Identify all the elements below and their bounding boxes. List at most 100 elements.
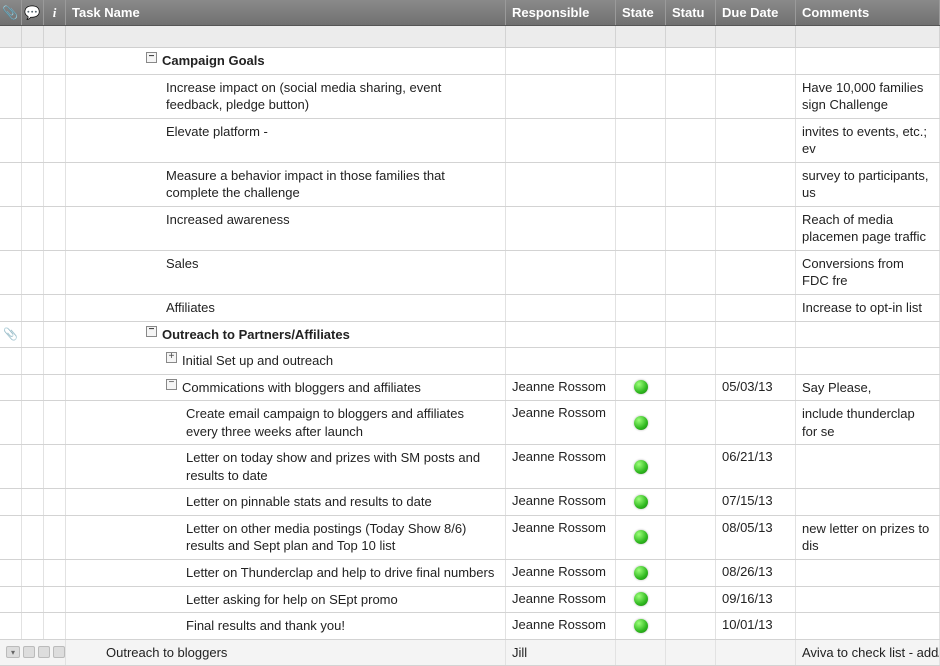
last-row-task[interactable]: Outreach to bloggers <box>66 640 506 666</box>
row-comments-cell[interactable] <box>796 587 940 613</box>
col-info-icon[interactable]: i <box>44 0 66 25</box>
row-state-cell[interactable] <box>616 348 666 374</box>
row-statu-cell[interactable] <box>666 516 716 559</box>
col-comment-icon[interactable]: 💬 <box>22 0 44 25</box>
row-task-cell[interactable]: −Campaign Goals <box>66 48 506 74</box>
row-comments-cell[interactable] <box>796 322 940 348</box>
table-row[interactable]: 📎−Outreach to Partners/Affiliates <box>0 322 940 349</box>
row-statu-cell[interactable] <box>666 48 716 74</box>
row-due-cell[interactable] <box>716 348 796 374</box>
row-comments-cell[interactable] <box>796 445 940 488</box>
row-statu-cell[interactable] <box>666 75 716 118</box>
row-responsible-cell[interactable]: Jeanne Rossom <box>506 587 616 613</box>
table-row[interactable]: Measure a behavior impact in those famil… <box>0 163 940 207</box>
table-row[interactable]: Increase impact on (social media sharing… <box>0 75 940 119</box>
col-attachment-icon[interactable]: 📎 <box>0 0 22 25</box>
row-state-cell[interactable] <box>616 587 666 613</box>
row-due-cell[interactable] <box>716 251 796 294</box>
filter-statu[interactable] <box>666 26 716 47</box>
col-statu[interactable]: Statu <box>666 0 716 25</box>
filter-responsible[interactable] <box>506 26 616 47</box>
row-due-cell[interactable] <box>716 119 796 162</box>
row-due-cell[interactable] <box>716 48 796 74</box>
row-statu-cell[interactable] <box>666 119 716 162</box>
row-responsible-cell[interactable]: Jeanne Rossom <box>506 560 616 586</box>
col-state[interactable]: State <box>616 0 666 25</box>
filter-attach[interactable] <box>0 26 22 47</box>
row-task-cell[interactable]: Letter on pinnable stats and results to … <box>66 489 506 515</box>
row-state-cell[interactable] <box>616 322 666 348</box>
row-state-cell[interactable] <box>616 119 666 162</box>
row-comments-cell[interactable]: Say Please, <box>796 375 940 401</box>
filter-comment[interactable] <box>22 26 44 47</box>
row-responsible-cell[interactable] <box>506 163 616 206</box>
row-state-cell[interactable] <box>616 489 666 515</box>
row-statu-cell[interactable] <box>666 207 716 250</box>
row-comments-cell[interactable] <box>796 560 940 586</box>
row-task-cell[interactable]: −Outreach to Partners/Affiliates <box>66 322 506 348</box>
row-responsible-cell[interactable] <box>506 295 616 321</box>
row-task-cell[interactable]: Increased awareness <box>66 207 506 250</box>
row-due-cell[interactable]: 10/01/13 <box>716 613 796 639</box>
table-row[interactable]: +Initial Set up and outreach <box>0 348 940 375</box>
row-responsible-cell[interactable]: Jeanne Rossom <box>506 489 616 515</box>
row-statu-cell[interactable] <box>666 587 716 613</box>
row-statu-cell[interactable] <box>666 163 716 206</box>
table-row[interactable]: Letter asking for help on SEpt promoJean… <box>0 587 940 614</box>
row-comments-cell[interactable]: Increase to opt-in list <box>796 295 940 321</box>
row-responsible-cell[interactable] <box>506 348 616 374</box>
row-comments-cell[interactable] <box>796 489 940 515</box>
table-row[interactable]: Create email campaign to bloggers and af… <box>0 401 940 445</box>
row-task-cell[interactable]: Letter asking for help on SEpt promo <box>66 587 506 613</box>
row-state-cell[interactable] <box>616 613 666 639</box>
filter-state[interactable] <box>616 26 666 47</box>
row-responsible-cell[interactable]: Jeanne Rossom <box>506 516 616 559</box>
row-responsible-cell[interactable]: Jeanne Rossom <box>506 445 616 488</box>
last-row-controls[interactable]: ▾ <box>0 640 66 666</box>
row-task-cell[interactable]: Elevate platform - <box>66 119 506 162</box>
row-statu-cell[interactable] <box>666 251 716 294</box>
row-state-cell[interactable] <box>616 375 666 401</box>
row-comments-cell[interactable]: invites to events, etc.; ev <box>796 119 940 162</box>
row-state-cell[interactable] <box>616 207 666 250</box>
expand-icon[interactable]: + <box>166 352 177 363</box>
row-state-cell[interactable] <box>616 560 666 586</box>
filter-due[interactable] <box>716 26 796 47</box>
row-comments-cell[interactable]: Have 10,000 families sign Challenge <box>796 75 940 118</box>
row-statu-cell[interactable] <box>666 560 716 586</box>
row-task-cell[interactable]: +Initial Set up and outreach <box>66 348 506 374</box>
row-comments-cell[interactable] <box>796 348 940 374</box>
table-row[interactable]: AffiliatesIncrease to opt-in list <box>0 295 940 322</box>
row-state-cell[interactable] <box>616 445 666 488</box>
row-task-cell[interactable]: Letter on today show and prizes with SM … <box>66 445 506 488</box>
row-statu-cell[interactable] <box>666 613 716 639</box>
row-task-cell[interactable]: Sales <box>66 251 506 294</box>
row-statu-cell[interactable] <box>666 295 716 321</box>
row-due-cell[interactable] <box>716 207 796 250</box>
row-task-cell[interactable]: Letter on Thunderclap and help to drive … <box>66 560 506 586</box>
filter-info[interactable] <box>44 26 66 47</box>
row-comments-cell[interactable]: include thunderclap for se <box>796 401 940 444</box>
row-task-cell[interactable]: Measure a behavior impact in those famil… <box>66 163 506 206</box>
row-due-cell[interactable] <box>716 295 796 321</box>
row-comments-cell[interactable]: Conversions from FDC fre <box>796 251 940 294</box>
table-row[interactable]: Final results and thank you!Jeanne Rosso… <box>0 613 940 640</box>
row-due-cell[interactable] <box>716 75 796 118</box>
row-due-cell[interactable] <box>716 322 796 348</box>
row-statu-cell[interactable] <box>666 348 716 374</box>
row-comments-cell[interactable]: survey to participants, us <box>796 163 940 206</box>
table-row[interactable]: Increased awarenessReach of media placem… <box>0 207 940 251</box>
row-responsible-cell[interactable] <box>506 322 616 348</box>
row-state-cell[interactable] <box>616 401 666 444</box>
row-task-cell[interactable]: −Commications with bloggers and affiliat… <box>66 375 506 401</box>
col-task-name[interactable]: Task Name <box>66 0 506 25</box>
row-state-cell[interactable] <box>616 163 666 206</box>
row-state-cell[interactable] <box>616 251 666 294</box>
row-comments-cell[interactable]: new letter on prizes to dis <box>796 516 940 559</box>
row-due-cell[interactable]: 08/05/13 <box>716 516 796 559</box>
row-responsible-cell[interactable] <box>506 207 616 250</box>
row-task-cell[interactable]: Final results and thank you! <box>66 613 506 639</box>
row-comments-cell[interactable] <box>796 48 940 74</box>
row-state-cell[interactable] <box>616 295 666 321</box>
row-statu-cell[interactable] <box>666 375 716 401</box>
